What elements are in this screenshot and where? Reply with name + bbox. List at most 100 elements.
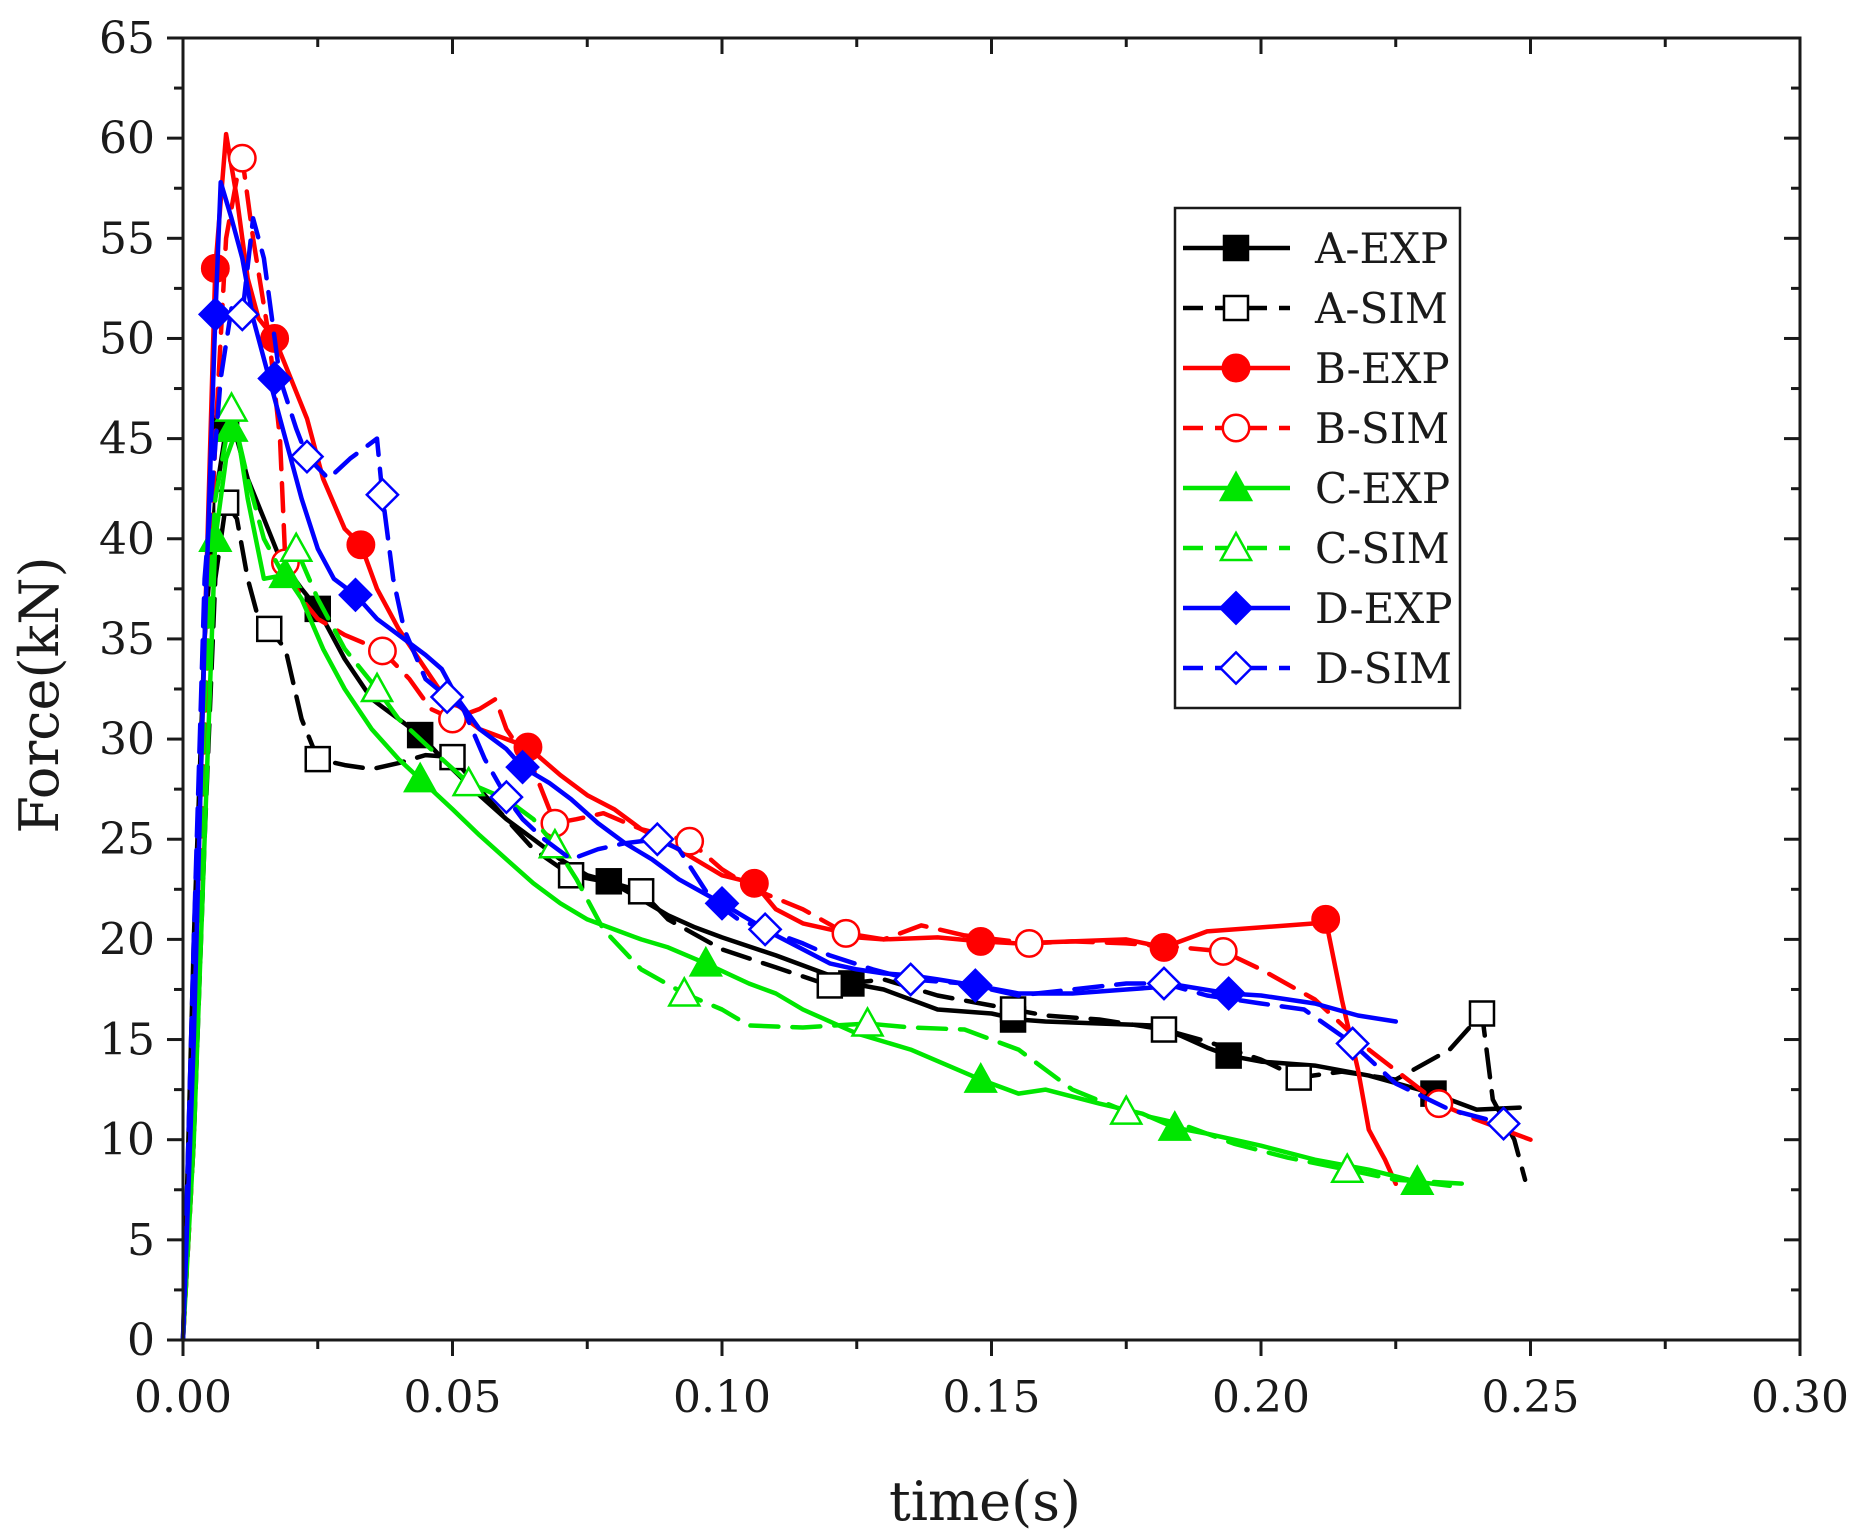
- marker-d-sim: [365, 477, 400, 513]
- marker-c-exp: [1157, 1110, 1192, 1141]
- y-tick-label: 65: [99, 13, 155, 64]
- legend-marker-b-exp: [1221, 353, 1251, 383]
- marker-a-sim: [255, 615, 283, 643]
- marker-c-exp: [214, 411, 249, 442]
- y-tick-label: 55: [99, 213, 155, 264]
- legend-item-d-exp: D-EXP: [1183, 584, 1452, 633]
- legend-item-d-sim: D-SIM: [1183, 644, 1452, 693]
- marker-d-sim: [489, 779, 524, 815]
- marker-c-sim: [359, 671, 395, 703]
- legend-marker-a-exp: [1222, 234, 1250, 262]
- marker-b-exp: [346, 530, 376, 560]
- marker-b-exp: [966, 926, 996, 956]
- marker-a-sim: [1285, 1064, 1312, 1091]
- marker-d-exp: [704, 885, 740, 921]
- x-tick-label: 0.05: [404, 1372, 502, 1423]
- marker-d-exp: [505, 749, 540, 785]
- legend-marker-b-sim: [1221, 413, 1251, 443]
- marker-d-sim: [429, 679, 465, 715]
- marker-c-sim: [667, 975, 702, 1007]
- marker-d-sim: [1146, 966, 1182, 1001]
- marker-d-exp: [197, 297, 233, 332]
- marker-a-sim: [999, 996, 1027, 1023]
- marker-b-sim: [1208, 936, 1238, 966]
- legend-label-d-exp: D-EXP: [1315, 584, 1452, 633]
- marker-c-exp: [268, 557, 303, 589]
- x-tick-label: 0.25: [1482, 1372, 1580, 1423]
- legend-label-a-sim: A-SIM: [1314, 284, 1448, 333]
- y-tick-label: 0: [127, 1315, 155, 1366]
- series-line-d-sim: [180, 216, 1506, 1343]
- x-tick-label: 0.00: [134, 1372, 232, 1423]
- legend: A-EXP A-SIM B-EXP B-SIM C-EXP C-SIM D-EXP D-SIM: [1173, 206, 1462, 710]
- marker-d-exp: [1211, 976, 1247, 1011]
- marker-b-sim: [1014, 928, 1044, 958]
- marker-b-sim: [367, 636, 397, 666]
- y-tick-label: 15: [99, 1015, 155, 1066]
- marker-c-exp: [403, 761, 438, 793]
- y-tick-label: 10: [99, 1115, 155, 1166]
- legend-item-a-exp: A-EXP: [1183, 224, 1448, 273]
- series-a-sim: [180, 489, 1528, 1343]
- y-tick-label: 50: [99, 313, 155, 364]
- legend-label-b-exp: B-EXP: [1315, 344, 1450, 393]
- y-tick-label: 5: [127, 1215, 155, 1266]
- marker-d-sim: [289, 439, 325, 475]
- legend-item-b-exp: B-EXP: [1183, 344, 1450, 393]
- legend-label-d-sim: D-SIM: [1315, 644, 1452, 693]
- marker-b-sim: [227, 143, 257, 173]
- marker-a-sim: [627, 878, 655, 905]
- marker-d-exp: [338, 577, 373, 613]
- series-c-sim: [180, 390, 1469, 1343]
- marker-d-sim: [747, 912, 783, 947]
- marker-b-exp: [1311, 904, 1341, 934]
- marker-c-sim: [1109, 1094, 1144, 1125]
- series-d-sim: [180, 216, 1521, 1343]
- legend-box: [1173, 206, 1462, 710]
- legend-marker-d-sim: [1218, 650, 1254, 686]
- y-tick-label: 60: [99, 113, 155, 164]
- marker-d-sim: [224, 297, 260, 332]
- x-tick-label: 0.30: [1751, 1372, 1849, 1423]
- marker-b-sim: [831, 918, 861, 948]
- marker-a-sim: [816, 972, 844, 999]
- y-tick-label: 30: [99, 714, 155, 765]
- legend-marker-c-sim: [1218, 530, 1254, 562]
- marker-a-sim: [1468, 1000, 1496, 1027]
- marker-a-sim: [1150, 1016, 1178, 1043]
- x-axis-label: time(s): [889, 1470, 1081, 1533]
- marker-c-sim: [451, 765, 486, 797]
- x-tick-label: 0.10: [673, 1372, 771, 1423]
- y-axis-label: Force(kN): [8, 556, 71, 833]
- legend-label-c-sim: C-SIM: [1315, 524, 1450, 573]
- marker-c-sim: [1330, 1152, 1365, 1183]
- y-tick-label: 45: [99, 414, 155, 465]
- legend-marker-a-sim: [1222, 294, 1250, 322]
- y-tick-label: 35: [99, 614, 155, 665]
- legend-item-b-sim: B-SIM: [1183, 404, 1449, 453]
- x-tick-label: 0.20: [1212, 1372, 1310, 1423]
- marker-a-sim: [304, 745, 331, 773]
- y-tick-label: 20: [99, 914, 155, 965]
- legend-marker-d-exp: [1218, 590, 1254, 626]
- marker-c-exp: [688, 945, 723, 977]
- marker-d-sim: [893, 962, 929, 997]
- marker-c-sim: [214, 390, 249, 422]
- legend-label-a-exp: A-EXP: [1314, 224, 1448, 273]
- marker-d-sim: [1486, 1106, 1521, 1142]
- marker-d-sim: [639, 821, 675, 857]
- marker-a-exp: [406, 721, 434, 749]
- y-tick-label: 25: [99, 814, 155, 865]
- legend-item-a-sim: A-SIM: [1183, 284, 1448, 333]
- x-tick-label: 0.15: [943, 1372, 1041, 1423]
- marker-c-sim: [279, 531, 314, 563]
- legend-label-c-exp: C-EXP: [1315, 464, 1450, 513]
- marker-b-sim: [675, 826, 705, 856]
- series-b-sim: [180, 143, 1533, 1343]
- y-tick-label: 40: [99, 514, 155, 565]
- marker-c-exp: [963, 1062, 998, 1093]
- legend-marker-c-exp: [1218, 470, 1254, 502]
- axes-layer: 0.00 0.05 0.10 0.15 0.20 0.25 0.30 0 5 10 15 20 25 30…: [99, 13, 1849, 1423]
- series-layer: [180, 131, 1533, 1343]
